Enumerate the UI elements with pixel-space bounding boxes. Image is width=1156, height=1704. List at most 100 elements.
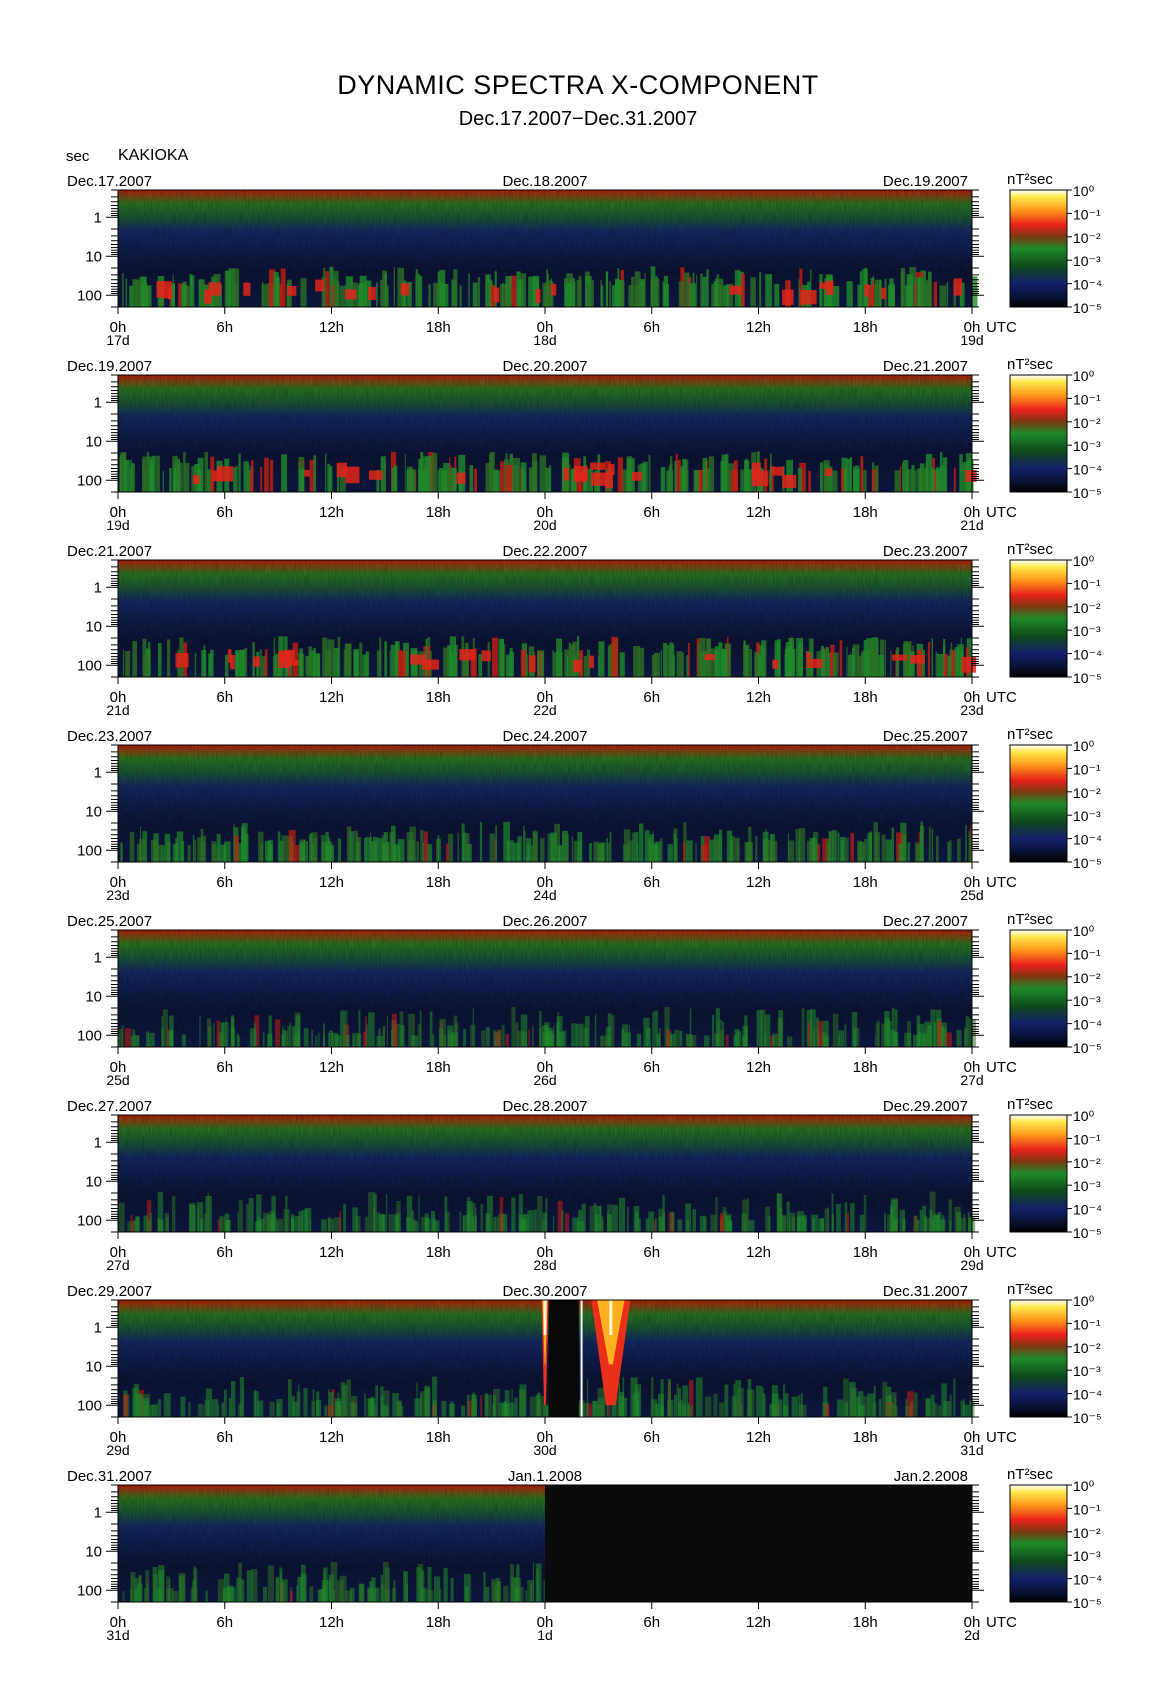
colorbar-tick-label: 10⁻³ — [1073, 808, 1101, 824]
activity-burst — [581, 1024, 585, 1047]
activity-burst — [427, 1590, 434, 1602]
x-tick-label: 6h — [216, 504, 233, 521]
activity-burst — [411, 1035, 418, 1047]
activity-burst — [477, 277, 481, 307]
activity-burst — [965, 824, 967, 862]
activity-burst — [418, 276, 423, 307]
activity-burst — [711, 283, 716, 307]
activity-burst — [288, 829, 296, 862]
activity-burst — [200, 284, 206, 307]
activity-burst — [141, 1398, 149, 1417]
activity-burst — [737, 1387, 744, 1417]
activity-burst — [340, 285, 347, 307]
activity-burst — [437, 470, 440, 492]
activity-burst — [208, 1026, 212, 1047]
activity-burst — [358, 1583, 364, 1602]
activity-burst — [656, 1033, 660, 1047]
activity-burst — [652, 278, 660, 307]
activity-burst — [386, 1016, 388, 1047]
colorbar — [1009, 1484, 1068, 1603]
activity-burst — [960, 282, 965, 307]
activity-burst — [545, 467, 551, 492]
activity-burst — [149, 1404, 154, 1417]
activity-burst — [956, 1030, 962, 1047]
activity-burst — [203, 1404, 205, 1417]
x-tick-label: 0h — [964, 1244, 981, 1261]
activity-burst — [173, 467, 177, 492]
activity-burst — [192, 834, 195, 862]
activity-burst — [741, 273, 745, 307]
activity-burst — [145, 1570, 150, 1602]
x-tick-label: 12h — [319, 1614, 344, 1631]
activity-burst — [489, 833, 495, 862]
activity-burst — [434, 1576, 441, 1602]
activity-burst — [343, 1204, 346, 1232]
activity-burst — [660, 650, 662, 677]
activity-burst — [243, 461, 249, 492]
activity-burst — [935, 836, 939, 862]
activity-burst — [689, 1379, 694, 1417]
activity-red-cluster — [806, 652, 811, 659]
activity-burst — [740, 469, 747, 492]
activity-burst — [216, 1020, 221, 1047]
activity-burst — [236, 1034, 240, 1047]
activity-burst — [122, 273, 124, 307]
activity-burst — [692, 1209, 696, 1232]
date-mid-label: Dec.18.2007 — [502, 173, 587, 190]
activity-burst — [212, 1399, 219, 1417]
colorbar-tick-label: 10⁰ — [1073, 1478, 1095, 1494]
activity-burst — [644, 272, 646, 307]
activity-burst — [648, 454, 651, 492]
activity-burst — [852, 644, 860, 677]
activity-burst — [791, 1396, 799, 1417]
activity-burst — [947, 841, 950, 862]
activity-burst — [289, 1591, 293, 1602]
date-mid-label: Dec.30.2007 — [502, 1283, 587, 1300]
date-right-label: Dec.31.2007 — [883, 1283, 968, 1300]
activity-red-cluster — [806, 658, 823, 668]
activity-burst — [384, 641, 388, 677]
activity-burst — [718, 284, 723, 307]
activity-burst — [826, 838, 828, 862]
activity-burst — [254, 1015, 260, 1047]
activity-burst — [366, 1024, 368, 1047]
activity-burst — [368, 1012, 375, 1047]
activity-burst — [439, 270, 446, 307]
activity-burst — [279, 1567, 283, 1602]
activity-red-cluster — [410, 654, 426, 665]
activity-burst — [653, 1221, 656, 1232]
colorbar — [1009, 189, 1068, 308]
activity-burst — [568, 642, 571, 677]
activity-burst — [511, 1577, 517, 1602]
activity-burst — [210, 649, 214, 677]
activity-burst — [589, 1205, 594, 1232]
colorbar-tick-label: 10⁻⁵ — [1073, 300, 1102, 316]
activity-burst — [444, 1196, 448, 1232]
activity-burst — [176, 831, 184, 862]
activity-burst — [414, 1398, 421, 1417]
activity-burst — [577, 831, 583, 862]
activity-burst — [479, 822, 483, 862]
activity-burst — [734, 837, 740, 862]
activity-red-cluster — [287, 659, 299, 666]
activity-burst — [831, 1214, 834, 1232]
activity-burst — [393, 1024, 401, 1047]
activity-burst — [960, 1217, 967, 1232]
activity-burst — [628, 840, 634, 862]
white-line-mark — [580, 1300, 583, 1417]
x-tick-label: 0h — [110, 1429, 127, 1446]
activity-burst — [788, 840, 795, 862]
activity-burst — [394, 465, 398, 492]
activity-burst — [832, 286, 840, 307]
x-tick-label: 6h — [216, 689, 233, 706]
activity-burst — [747, 1198, 749, 1232]
activity-burst — [853, 1029, 857, 1047]
activity-burst — [304, 1574, 306, 1602]
activity-burst — [931, 1219, 934, 1232]
colorbar-tick-label: 10⁰ — [1073, 1293, 1095, 1309]
y-tick-label: 1 — [94, 1504, 102, 1521]
activity-burst — [204, 452, 208, 492]
activity-burst — [885, 839, 893, 862]
activity-burst — [682, 1385, 689, 1417]
activity-burst — [290, 1217, 294, 1232]
